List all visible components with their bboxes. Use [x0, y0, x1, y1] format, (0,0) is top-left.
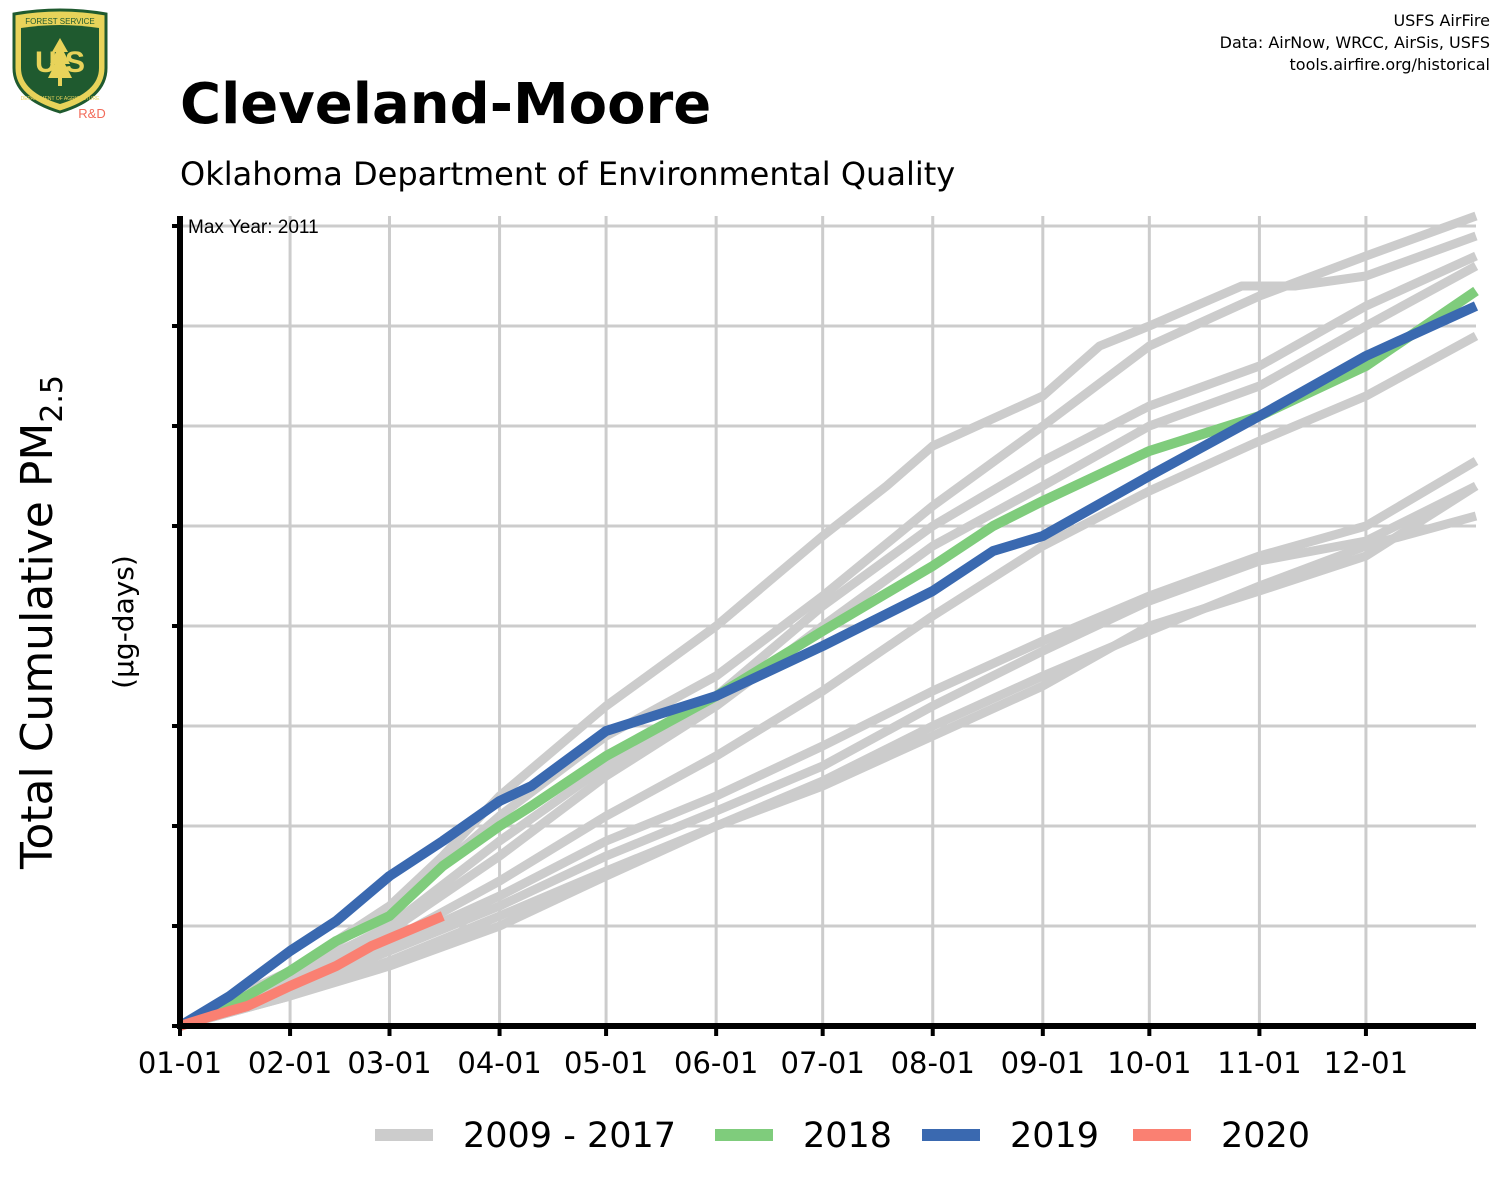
x-tick-label: 07-01	[781, 1046, 865, 1080]
series-line-historical	[178, 457, 1479, 1031]
x-tick-label: 02-01	[248, 1046, 332, 1080]
x-tick-label: 01-01	[138, 1046, 222, 1080]
x-tick-label: 03-01	[347, 1046, 431, 1080]
legend-label: 2009 - 2017	[463, 1116, 676, 1156]
x-tick-label: 12-01	[1324, 1046, 1408, 1080]
x-tick-labels: 01-01 02-01 03-01 04-01 05-01 06-01 07-01 08-01…	[138, 1046, 1408, 1080]
y-axis-subscript: 2.5	[35, 375, 70, 423]
legend-label: 2019	[1010, 1116, 1099, 1156]
max-year-annotation: Max Year: 2011	[188, 217, 319, 238]
y-axis-label: Total Cumulative PM2.5	[12, 375, 70, 870]
legend: 2009 - 2017 2018 2019 2020	[375, 1116, 1310, 1156]
historical-series-group	[177, 211, 1479, 1031]
x-tick-label: 11-01	[1217, 1046, 1301, 1080]
forest-service-logo: FOREST SERVICE U S DEPARTMENT OF AGRICUL…	[12, 8, 108, 120]
svg-text:Total Cumulative PM2.5: Total Cumulative PM2.5	[12, 375, 70, 870]
legend-label: 2018	[803, 1116, 892, 1156]
series-line-2018	[178, 286, 1479, 1031]
credit-line: tools.airfire.org/historical	[1289, 55, 1490, 74]
x-tick-label: 04-01	[457, 1046, 541, 1080]
credit-line: Data: AirNow, WRCC, AirSis, USFS	[1219, 33, 1490, 52]
page-title: Cleveland-Moore	[180, 72, 712, 137]
page-subtitle: Oklahoma Department of Environmental Qua…	[180, 155, 956, 193]
axes	[172, 216, 1476, 1036]
y-axis-title: Total Cumulative PM	[12, 423, 63, 870]
legend-label: 2020	[1221, 1116, 1310, 1156]
y-axis-units: (µg-days)	[107, 555, 140, 689]
x-tick-label: 06-01	[674, 1046, 758, 1080]
x-tick-label: 05-01	[564, 1046, 648, 1080]
highlight-series-group	[177, 286, 1479, 1031]
logo-top-text: FOREST SERVICE	[25, 17, 95, 26]
series-line-2019	[177, 301, 1479, 1031]
x-tick-label: 08-01	[891, 1046, 975, 1080]
x-tick-label: 10-01	[1107, 1046, 1191, 1080]
x-tick-label: 09-01	[1001, 1046, 1085, 1080]
logo-bottom-text: DEPARTMENT OF AGRICULTURE	[21, 96, 100, 102]
series-line-historical	[178, 511, 1478, 1031]
pine-tree-icon	[48, 38, 72, 86]
series-line-2020	[178, 911, 445, 1031]
credits: USFS AirFire Data: AirNow, WRCC, AirSis,…	[1220, 10, 1490, 76]
series-line-historical	[178, 481, 1479, 1031]
credit-line: USFS AirFire	[1393, 11, 1490, 30]
logo-tag: R&D	[78, 106, 105, 120]
series-line-historical	[178, 482, 1479, 1031]
